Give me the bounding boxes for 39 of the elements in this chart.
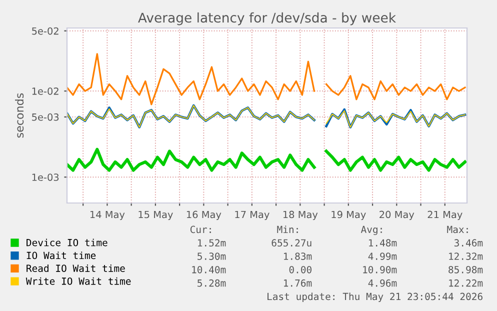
text: 1.76m — [284, 279, 312, 287]
x-tick-label: 18 May — [283, 210, 318, 220]
text: 4.96m — [368, 279, 397, 287]
y-tick-label: 5e-03 — [32, 113, 59, 121]
text: 1.52m — [198, 239, 226, 247]
y-tick-label: 5e-02 — [32, 27, 58, 35]
text: Max: — [447, 226, 468, 234]
text: 5.28m — [198, 279, 226, 287]
x-tick-label: 21 May — [428, 210, 462, 220]
text: 655.27u — [272, 239, 312, 247]
chart-title: Average latency for /dev/sda - by week — [138, 12, 396, 26]
text: Min: — [277, 226, 298, 233]
legend-label: Write IO Wait time — [26, 277, 131, 285]
x-tick-label: 16 May — [186, 210, 222, 220]
text: 85.98m — [448, 266, 483, 274]
x-tick-label: 20 May — [380, 210, 414, 220]
text: 10.90m — [363, 266, 397, 274]
text: 4.99m — [368, 252, 397, 260]
legend-label: Device IO time — [26, 238, 108, 246]
y-axis-title: seconds — [15, 93, 24, 138]
legend-label: IO Wait time — [26, 252, 96, 260]
y-tick-label: 1e-03 — [32, 174, 59, 181]
legend-label: Read IO Wait time — [26, 264, 125, 272]
text: Avg: — [360, 226, 382, 236]
x-tick-label: 19 May — [332, 210, 366, 220]
text: 0.00 — [289, 266, 312, 274]
text: 12.22m — [449, 279, 483, 287]
text: 10.40m — [192, 266, 226, 274]
x-tick-label: 17 May — [235, 210, 270, 220]
text: Cur: — [190, 226, 211, 234]
text: 3.46m — [454, 239, 483, 247]
text: 1.83m — [284, 252, 312, 260]
text: Last update: Thu May 21 23:05:44 2026 — [268, 292, 482, 302]
text: 12.32m — [449, 252, 483, 260]
text: 1.48m — [369, 239, 397, 247]
y-tick-label: 1e-02 — [32, 88, 58, 95]
x-tick-label: 15 May — [138, 210, 173, 220]
text: 5.30m — [198, 252, 226, 260]
x-tick-label: 14 May — [90, 210, 125, 220]
